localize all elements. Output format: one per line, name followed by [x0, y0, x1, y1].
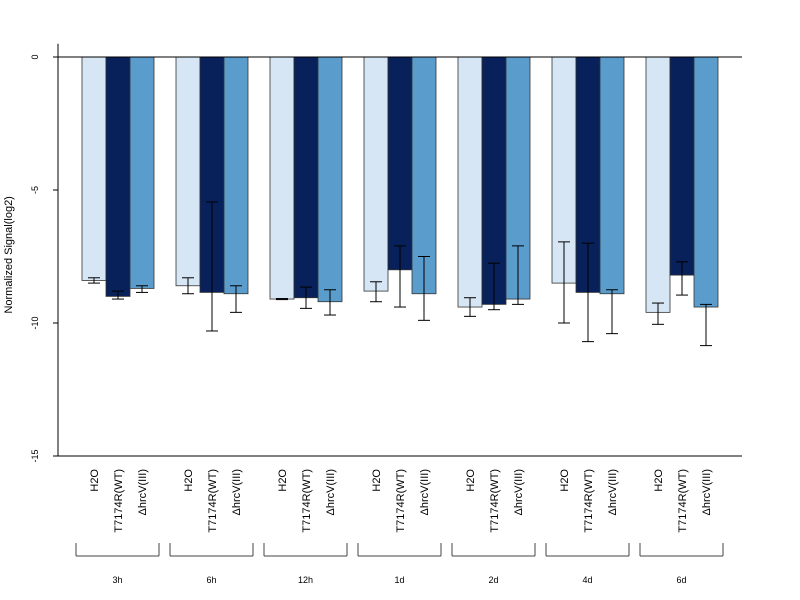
bar-6d-1: [669, 56, 695, 276]
bar-6d-0: [645, 56, 671, 313]
y-tick-label--5: -5: [30, 186, 40, 194]
group-label-4d: 4d: [582, 575, 592, 585]
category-label-12h-1: T7174R(WT): [301, 469, 313, 533]
bar-1d-2: [411, 56, 437, 295]
bar-3h-2: [129, 56, 155, 289]
y-tick-label-0: 0: [30, 54, 40, 59]
category-label-12h-0: H2O: [277, 469, 289, 492]
category-label-6d-2: ΔhrcV(III): [701, 469, 713, 515]
y-tick-label--15: -15: [30, 449, 40, 462]
category-label-1d-0: H2O: [371, 469, 383, 492]
group-label-12h: 12h: [298, 575, 313, 585]
category-label-6d-0: H2O: [653, 469, 665, 492]
category-label-6h-2: ΔhrcV(III): [231, 469, 243, 515]
category-label-3h-1: T7174R(WT): [113, 469, 125, 533]
category-label-6h-1: T7174R(WT): [207, 469, 219, 533]
bar-6h-0: [175, 56, 201, 287]
bar-1d-1: [387, 56, 413, 271]
bars-layer: [81, 56, 719, 313]
category-label-4d-1: T7174R(WT): [583, 469, 595, 533]
bar-2d-0: [457, 56, 483, 308]
category-label-4d-0: H2O: [559, 469, 571, 492]
group-label-2d: 2d: [488, 575, 498, 585]
error-bars-layer: [88, 201, 712, 347]
y-axis-title: Normalized Signal(log2): [3, 196, 15, 313]
bar-4d-2: [599, 56, 625, 295]
bar-6h-2: [223, 56, 249, 295]
bar-6d-2: [693, 56, 719, 308]
category-label-6d-1: T7174R(WT): [677, 469, 689, 533]
axis-layer: [53, 43, 742, 557]
category-label-12h-2: ΔhrcV(III): [325, 469, 337, 515]
category-label-1d-2: ΔhrcV(III): [419, 469, 431, 515]
bar-12h-0: [269, 56, 295, 300]
group-label-6h: 6h: [206, 575, 216, 585]
bar-3h-0: [81, 56, 107, 281]
category-label-2d-0: H2O: [465, 469, 477, 492]
group-label-6d: 6d: [676, 575, 686, 585]
y-tick-label--10: -10: [30, 316, 40, 329]
bar-12h-1: [293, 56, 319, 299]
category-label-3h-0: H2O: [89, 469, 101, 492]
category-label-2d-2: ΔhrcV(III): [513, 469, 525, 515]
group-label-3h: 3h: [112, 575, 122, 585]
category-label-1d-1: T7174R(WT): [395, 469, 407, 533]
category-label-2d-1: T7174R(WT): [489, 469, 501, 533]
category-label-4d-2: ΔhrcV(III): [607, 469, 619, 515]
bar-12h-2: [317, 56, 343, 303]
bar-3h-1: [105, 56, 131, 297]
category-label-3h-2: ΔhrcV(III): [137, 469, 149, 515]
group-label-1d: 1d: [394, 575, 404, 585]
labels-layer: H2O T7174R(WT) ΔhrcV(III) 3h H2O T7174R(WT) Δh…: [3, 54, 713, 585]
category-label-6h-0: H2O: [183, 469, 195, 492]
bar-1d-0: [363, 56, 389, 292]
